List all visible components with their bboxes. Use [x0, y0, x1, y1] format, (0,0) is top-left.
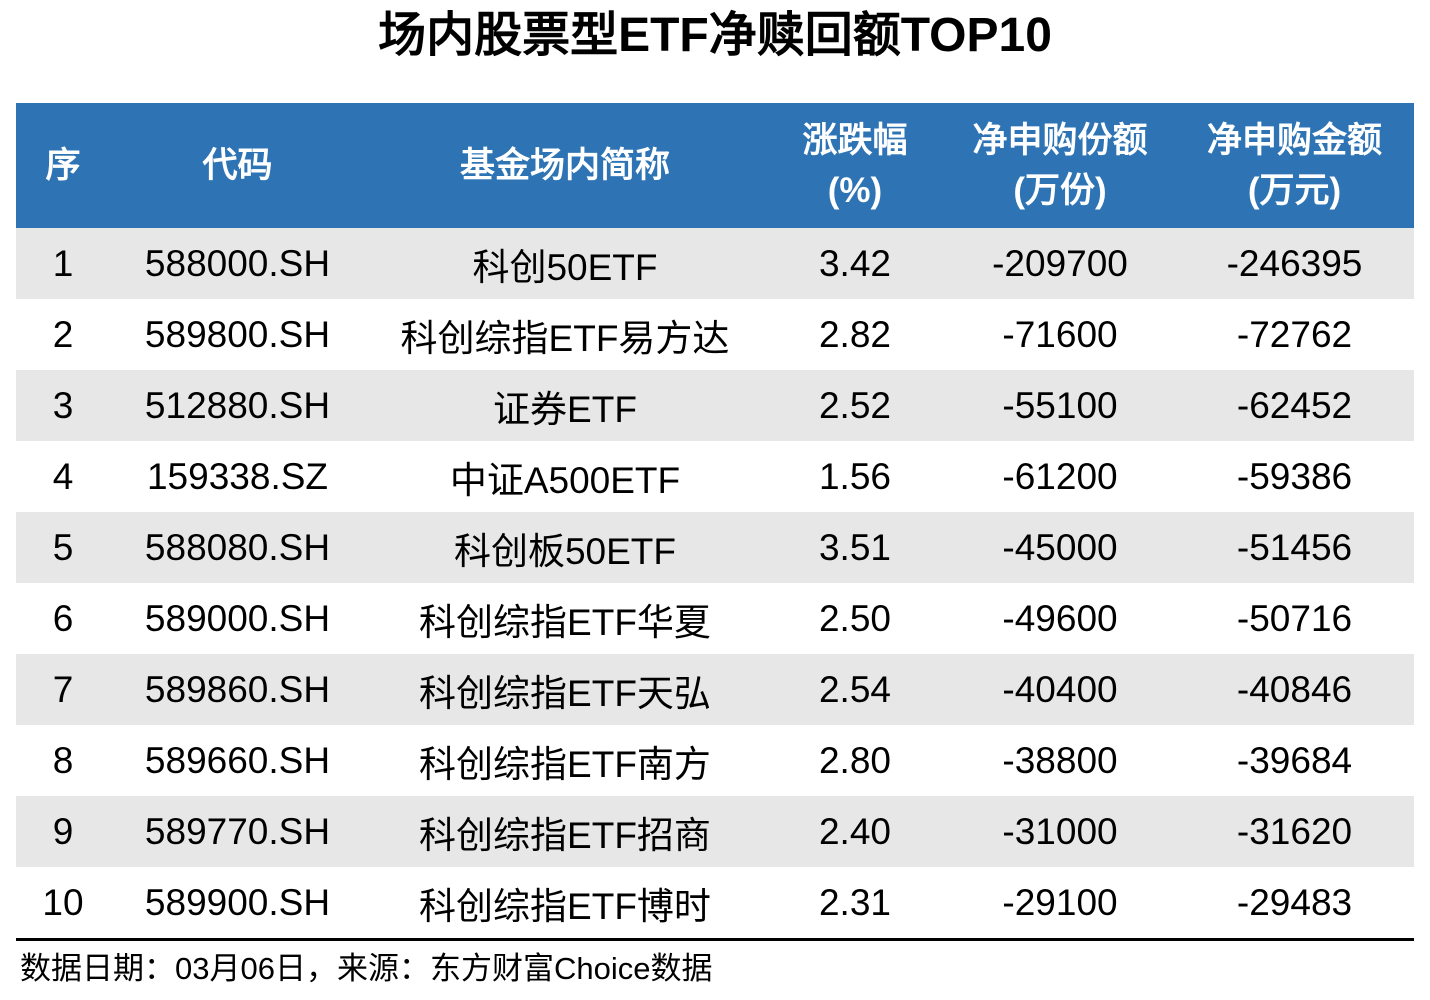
cell-rank: 6: [16, 583, 110, 654]
cell-fund-name: 科创板50ETF: [365, 512, 765, 583]
cell-net-amount: -40846: [1175, 654, 1414, 725]
table-row: 6 589000.SH 科创综指ETF华夏 2.50 -49600 -50716: [16, 583, 1414, 654]
header-net-amount-unit: (万元): [1247, 170, 1342, 210]
page-title: 场内股票型ETF净赎回额TOP10: [378, 9, 1052, 62]
table-row: 5 588080.SH 科创板50ETF 3.51 -45000 -51456: [16, 512, 1414, 583]
table-row: 9 589770.SH 科创综指ETF招商 2.40 -31000 -31620: [16, 796, 1414, 867]
cell-net-shares: -61200: [945, 441, 1175, 512]
header-rank-label: 序: [45, 145, 81, 185]
cell-net-shares: -29100: [945, 867, 1175, 938]
table-row: 8 589660.SH 科创综指ETF南方 2.80 -38800 -39684: [16, 725, 1414, 796]
footer: 数据日期：03月06日，来源：东方财富Choice数据: [16, 938, 1414, 988]
cell-fund-name: 科创综指ETF易方达: [365, 299, 765, 370]
cell-fund-name: 科创综指ETF天弘: [365, 654, 765, 725]
cell-code: 589860.SH: [110, 654, 365, 725]
cell-change-pct: 2.82: [765, 299, 945, 370]
cell-rank: 5: [16, 512, 110, 583]
etf-table: 序 代码 基金场内简称 涨跌幅 (%) 净申购份额 (万份) 净申购金额: [16, 103, 1414, 938]
cell-net-amount: -29483: [1175, 867, 1414, 938]
cell-net-amount: -59386: [1175, 441, 1414, 512]
table-row: 4 159338.SZ 中证A500ETF 1.56 -61200 -59386: [16, 441, 1414, 512]
header-net-amount: 净申购金额 (万元): [1175, 103, 1414, 228]
cell-rank: 8: [16, 725, 110, 796]
cell-net-amount: -246395: [1175, 228, 1414, 299]
cell-code: 512880.SH: [110, 370, 365, 441]
table-row: 7 589860.SH 科创综指ETF天弘 2.54 -40400 -40846: [16, 654, 1414, 725]
cell-rank: 1: [16, 228, 110, 299]
cell-net-amount: -50716: [1175, 583, 1414, 654]
cell-change-pct: 2.52: [765, 370, 945, 441]
table-row: 2 589800.SH 科创综指ETF易方达 2.82 -71600 -72762: [16, 299, 1414, 370]
header-code-label: 代码: [202, 145, 273, 185]
header-net-shares: 净申购份额 (万份): [945, 103, 1175, 228]
cell-net-amount: -39684: [1175, 725, 1414, 796]
cell-change-pct: 2.80: [765, 725, 945, 796]
cell-change-pct: 1.56: [765, 441, 945, 512]
cell-code: 588000.SH: [110, 228, 365, 299]
table-header-row: 序 代码 基金场内简称 涨跌幅 (%) 净申购份额 (万份) 净申购金额: [16, 103, 1414, 228]
cell-rank: 3: [16, 370, 110, 441]
cell-net-shares: -40400: [945, 654, 1175, 725]
header-rank: 序: [16, 103, 110, 228]
cell-code: 589660.SH: [110, 725, 365, 796]
cell-rank: 10: [16, 867, 110, 938]
cell-net-amount: -62452: [1175, 370, 1414, 441]
cell-change-pct: 2.31: [765, 867, 945, 938]
cell-code: 589770.SH: [110, 796, 365, 867]
cell-net-amount: -72762: [1175, 299, 1414, 370]
header-net-shares-label: 净申购份额: [972, 120, 1148, 160]
cell-rank: 2: [16, 299, 110, 370]
cell-code: 588080.SH: [110, 512, 365, 583]
cell-fund-name: 科创50ETF: [365, 228, 765, 299]
cell-rank: 4: [16, 441, 110, 512]
cell-net-shares: -209700: [945, 228, 1175, 299]
cell-change-pct: 3.42: [765, 228, 945, 299]
header-change-pct-label: 涨跌幅: [802, 120, 908, 160]
table-body: 1 588000.SH 科创50ETF 3.42 -209700 -246395 2 5898…: [16, 228, 1414, 938]
footer-text: 数据日期：03月06日，来源：东方财富Choice数据: [20, 951, 713, 986]
cell-code: 589800.SH: [110, 299, 365, 370]
cell-code: 589900.SH: [110, 867, 365, 938]
cell-net-shares: -45000: [945, 512, 1175, 583]
cell-change-pct: 2.50: [765, 583, 945, 654]
header-fund-name: 基金场内简称: [365, 103, 765, 228]
cell-fund-name: 科创综指ETF博时: [365, 867, 765, 938]
header-code: 代码: [110, 103, 365, 228]
cell-fund-name: 科创综指ETF招商: [365, 796, 765, 867]
cell-change-pct: 3.51: [765, 512, 945, 583]
cell-net-shares: -55100: [945, 370, 1175, 441]
cell-fund-name: 中证A500ETF: [365, 441, 765, 512]
header-fund-name-label: 基金场内简称: [459, 145, 670, 185]
cell-fund-name: 科创综指ETF南方: [365, 725, 765, 796]
cell-net-shares: -49600: [945, 583, 1175, 654]
cell-rank: 7: [16, 654, 110, 725]
etf-table-container: 序 代码 基金场内简称 涨跌幅 (%) 净申购份额 (万份) 净申购金额: [16, 103, 1414, 938]
cell-net-shares: -31000: [945, 796, 1175, 867]
cell-net-amount: -51456: [1175, 512, 1414, 583]
cell-net-amount: -31620: [1175, 796, 1414, 867]
cell-rank: 9: [16, 796, 110, 867]
table-row: 1 588000.SH 科创50ETF 3.42 -209700 -246395: [16, 228, 1414, 299]
table-row: 10 589900.SH 科创综指ETF博时 2.31 -29100 -29483: [16, 867, 1414, 938]
cell-net-shares: -38800: [945, 725, 1175, 796]
cell-code: 159338.SZ: [110, 441, 365, 512]
header-change-pct: 涨跌幅 (%): [765, 103, 945, 228]
cell-net-shares: -71600: [945, 299, 1175, 370]
cell-fund-name: 科创综指ETF华夏: [365, 583, 765, 654]
header-change-pct-unit: (%): [827, 170, 883, 210]
table-row: 3 512880.SH 证券ETF 2.52 -55100 -62452: [16, 370, 1414, 441]
cell-fund-name: 证券ETF: [365, 370, 765, 441]
cell-code: 589000.SH: [110, 583, 365, 654]
header-net-shares-unit: (万份): [1013, 170, 1107, 210]
cell-change-pct: 2.40: [765, 796, 945, 867]
header-net-amount-label: 净申购金额: [1206, 120, 1382, 160]
cell-change-pct: 2.54: [765, 654, 945, 725]
